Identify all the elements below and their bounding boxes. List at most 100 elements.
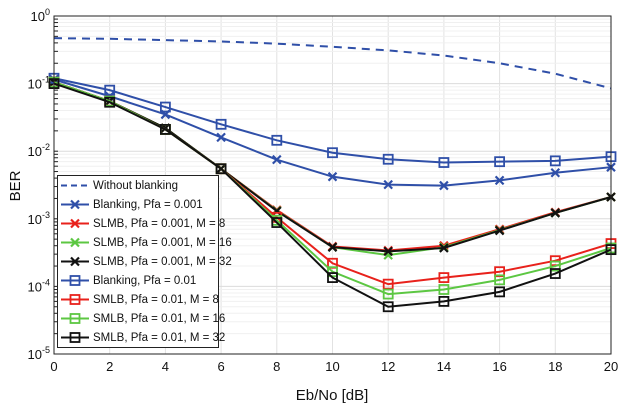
y-tick-exponent: -2 [42,142,50,152]
y-tick-base: 10 [28,77,42,92]
marker-x [327,171,338,182]
marker-square [69,332,81,343]
x-tick-label: 16 [492,359,506,374]
x-tick-label: 20 [604,359,618,374]
legend-item: SMLB, Pfa = 0.01, M = 8 [58,290,219,309]
marker-square [69,313,81,324]
marker-square [549,155,561,167]
marker-x [494,225,505,236]
marker-x [216,132,226,143]
marker-x [272,154,282,165]
x-tick-label: 14 [437,359,451,374]
marker-square [159,124,171,135]
x-tick-label: 12 [381,359,395,374]
marker-square [494,286,506,298]
x-tick-label: 0 [50,359,57,374]
axes-box [53,15,612,355]
marker-x [439,243,449,253]
marker-x [70,218,80,229]
marker-square [438,157,450,168]
x-tick-label: 4 [162,359,169,374]
marker-square [327,147,338,159]
marker-x [383,179,393,190]
x-axis-label: Eb/No [dB] [296,387,369,404]
marker-square [382,301,394,313]
marker-square [549,260,561,272]
legend-item: Blanking, Pfa = 0.001 [58,195,218,214]
plot-series [48,37,617,313]
legend-label: SLMB, Pfa = 0.001, M = 8 [93,217,226,230]
marker-square [159,101,171,113]
y-tick-label: 10-3 [28,210,50,227]
legend-label: Blanking, Pfa = 0.001 [93,198,203,211]
legend-item: Blanking, Pfa = 0.01 [58,271,218,290]
marker-square [549,268,561,279]
legend-swatch [61,218,89,229]
marker-square [215,163,227,175]
y-tick-base: 10 [28,279,42,294]
legend-label: SMLB, Pfa = 0.01, M = 32 [93,331,226,344]
x-tick-label: 2 [106,359,113,374]
series-line [53,77,612,164]
marker-square [382,153,394,165]
y-tick-base: 10 [28,144,42,159]
x-tick-label: 18 [548,359,562,374]
marker-square [382,278,394,290]
y-tick-label: 10-5 [28,345,50,362]
marker-square [327,272,338,283]
marker-square [271,217,283,228]
legend-item: SLMB, Pfa = 0.001, M = 16 [58,233,232,252]
legend-label: Blanking, Pfa = 0.01 [93,274,197,287]
legend-item: SMLB, Pfa = 0.01, M = 32 [58,328,225,347]
marker-square [438,284,450,295]
series-blanking-pfa-0-01 [48,72,617,168]
marker-square [494,274,506,286]
x-tick-labels: 0 2 4 6 8 10 12 14 16 18 20 [50,359,618,374]
legend-swatch [61,275,89,286]
marker-square [438,272,450,283]
marker-x [327,242,338,252]
marker-square [104,84,116,96]
marker-square [69,294,81,305]
legend-item: Without blanking [58,176,218,195]
marker-square [271,134,283,146]
y-tick-label: 10-2 [28,142,50,159]
marker-x [70,237,80,248]
marker-square [438,295,450,307]
marker-x [70,256,80,267]
y-tick-exponent: 0 [45,7,50,17]
marker-square [104,96,116,108]
legend-swatch [61,313,89,324]
legend-label: SLMB, Pfa = 0.001, M = 32 [93,255,232,268]
y-tick-base: 10 [31,9,45,24]
y-tick-label: 100 [31,7,50,24]
legend-swatch [61,237,89,248]
y-tick-exponent: -5 [42,345,50,355]
y-tick-label: 10-1 [28,75,50,92]
y-tick-exponent: -3 [42,210,50,220]
y-tick-base: 10 [28,347,42,362]
y-tick-exponent: -4 [42,277,50,287]
marker-x [70,199,80,210]
legend-label: SLMB, Pfa = 0.001, M = 16 [93,236,232,249]
legend-label: Without blanking [93,179,179,192]
x-tick-label: 6 [217,359,224,374]
series-line [53,82,612,308]
marker-square [494,156,506,168]
legend-swatch [61,184,89,187]
marker-x [550,208,561,218]
legend-item: SLMB, Pfa = 0.001, M = 8 [58,214,225,233]
legend-label: SMLB, Pfa = 0.01, M = 16 [93,312,226,325]
legend-item: SLMB, Pfa = 0.001, M = 32 [58,252,232,271]
legend-swatch [61,294,89,305]
marker-square [382,288,394,300]
marker-square [215,118,227,130]
x-tick-label: 8 [273,359,280,374]
legend: Without blanking Blanking, Pfa = 0.001 SLM… [57,175,232,348]
y-axis-label: BER [7,170,24,201]
marker-square [69,275,81,286]
marker-x [383,246,393,257]
marker-x [494,175,505,186]
